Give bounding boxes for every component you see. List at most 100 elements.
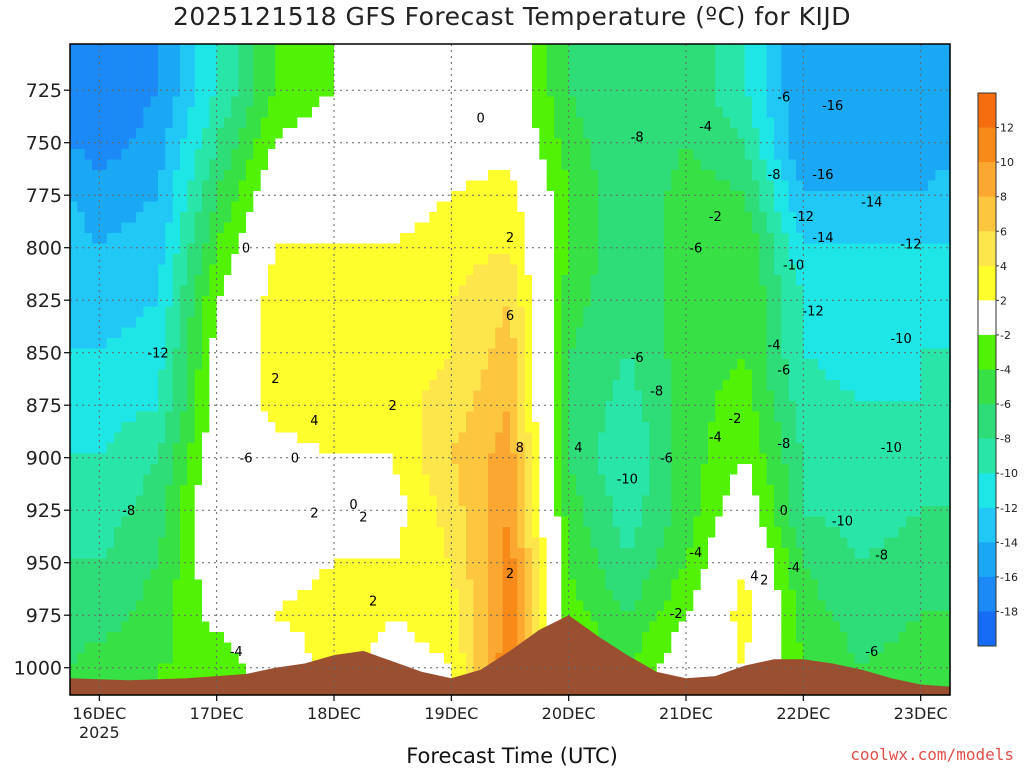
heatmap-cell bbox=[92, 485, 100, 497]
heatmap-cell bbox=[590, 516, 599, 528]
heatmap-cell bbox=[451, 149, 460, 161]
heatmap-cell bbox=[158, 611, 166, 623]
heatmap-cell bbox=[253, 485, 262, 497]
heatmap-cell bbox=[326, 243, 335, 255]
heatmap-cell bbox=[510, 296, 518, 308]
heatmap-cell bbox=[488, 380, 496, 392]
heatmap-cell bbox=[422, 44, 430, 56]
heatmap-cell bbox=[106, 180, 115, 192]
heatmap-cell bbox=[341, 180, 350, 192]
heatmap-cell bbox=[620, 222, 628, 234]
heatmap-cell bbox=[150, 579, 159, 591]
heatmap-cell bbox=[473, 464, 482, 476]
heatmap-cell bbox=[77, 359, 86, 371]
heatmap-cell bbox=[290, 401, 298, 413]
heatmap-cell bbox=[590, 443, 599, 455]
heatmap-cell bbox=[297, 264, 306, 276]
heatmap-cell bbox=[634, 149, 643, 161]
heatmap-cell bbox=[238, 663, 247, 675]
heatmap-cell bbox=[202, 432, 210, 444]
heatmap-cell bbox=[642, 327, 650, 339]
heatmap-cell bbox=[546, 243, 555, 255]
heatmap-cell bbox=[231, 44, 240, 56]
heatmap-cell bbox=[246, 485, 254, 497]
heatmap-cell bbox=[502, 506, 511, 518]
heatmap-cell bbox=[143, 642, 152, 654]
heatmap-cell bbox=[510, 44, 518, 56]
heatmap-cell bbox=[92, 663, 100, 675]
heatmap-cell bbox=[620, 96, 628, 108]
heatmap-cell bbox=[224, 296, 232, 308]
heatmap-cell bbox=[231, 306, 240, 318]
heatmap-cell bbox=[268, 149, 276, 161]
heatmap-cell bbox=[209, 285, 218, 297]
heatmap-cell bbox=[392, 201, 401, 213]
heatmap-cell bbox=[363, 579, 372, 591]
heatmap-cell bbox=[136, 632, 144, 644]
heatmap-cell bbox=[429, 243, 438, 255]
heatmap-cell bbox=[158, 233, 166, 245]
heatmap-cell bbox=[77, 159, 86, 171]
heatmap-cell bbox=[136, 201, 144, 213]
heatmap-cell bbox=[363, 495, 372, 507]
heatmap-cell bbox=[576, 600, 584, 612]
heatmap-cell bbox=[209, 527, 218, 539]
heatmap-cell bbox=[561, 474, 570, 486]
heatmap-cell bbox=[253, 453, 262, 465]
heatmap-cell bbox=[180, 443, 188, 455]
heatmap-cell bbox=[583, 495, 592, 507]
heatmap-cell bbox=[209, 96, 218, 108]
heatmap-cell bbox=[121, 264, 130, 276]
heatmap-cell bbox=[216, 621, 225, 633]
heatmap-cell bbox=[590, 579, 599, 591]
heatmap-cell bbox=[209, 611, 218, 623]
heatmap-cell bbox=[370, 222, 379, 234]
heatmap-cell bbox=[561, 201, 570, 213]
heatmap-cell bbox=[334, 222, 342, 234]
heatmap-cell bbox=[605, 516, 614, 528]
heatmap-cell bbox=[576, 611, 584, 623]
heatmap-cell bbox=[128, 401, 137, 413]
heatmap-cell bbox=[400, 296, 408, 308]
heatmap-cell bbox=[634, 285, 643, 297]
heatmap-cell bbox=[282, 506, 291, 518]
heatmap-cell bbox=[180, 65, 188, 77]
heatmap-cell bbox=[524, 75, 533, 87]
heatmap-cell bbox=[238, 117, 247, 129]
heatmap-cell bbox=[583, 44, 592, 56]
heatmap-cell bbox=[194, 264, 203, 276]
heatmap-cell bbox=[216, 600, 225, 612]
heatmap-cell bbox=[158, 317, 166, 329]
heatmap-cell bbox=[106, 159, 115, 171]
heatmap-cell bbox=[290, 317, 298, 329]
heatmap-cell bbox=[356, 380, 364, 392]
heatmap-cell bbox=[106, 65, 115, 77]
heatmap-cell bbox=[202, 54, 210, 66]
heatmap-cell bbox=[385, 558, 394, 570]
heatmap-cell bbox=[304, 422, 313, 434]
heatmap-cell bbox=[216, 453, 225, 465]
heatmap-cell bbox=[194, 548, 203, 560]
heatmap-cell bbox=[502, 338, 511, 350]
heatmap-cell bbox=[642, 296, 650, 308]
heatmap-cell bbox=[561, 264, 570, 276]
heatmap-cell bbox=[114, 254, 122, 266]
heatmap-cell bbox=[70, 75, 78, 87]
heatmap-cell bbox=[634, 548, 643, 560]
heatmap-cell bbox=[209, 348, 218, 360]
heatmap-cell bbox=[290, 75, 298, 87]
heatmap-cell bbox=[524, 485, 533, 497]
heatmap-cell bbox=[634, 495, 643, 507]
heatmap-cell bbox=[568, 359, 577, 371]
heatmap-cell bbox=[150, 107, 159, 119]
heatmap-cell bbox=[451, 443, 460, 455]
heatmap-cell bbox=[128, 600, 137, 612]
heatmap-cell bbox=[458, 327, 467, 339]
heatmap-cell bbox=[568, 611, 577, 623]
heatmap-cell bbox=[480, 201, 489, 213]
heatmap-cell bbox=[385, 506, 394, 518]
heatmap-cell bbox=[583, 317, 592, 329]
heatmap-cell bbox=[356, 338, 364, 350]
heatmap-cell bbox=[627, 254, 636, 266]
heatmap-cell bbox=[466, 75, 474, 87]
